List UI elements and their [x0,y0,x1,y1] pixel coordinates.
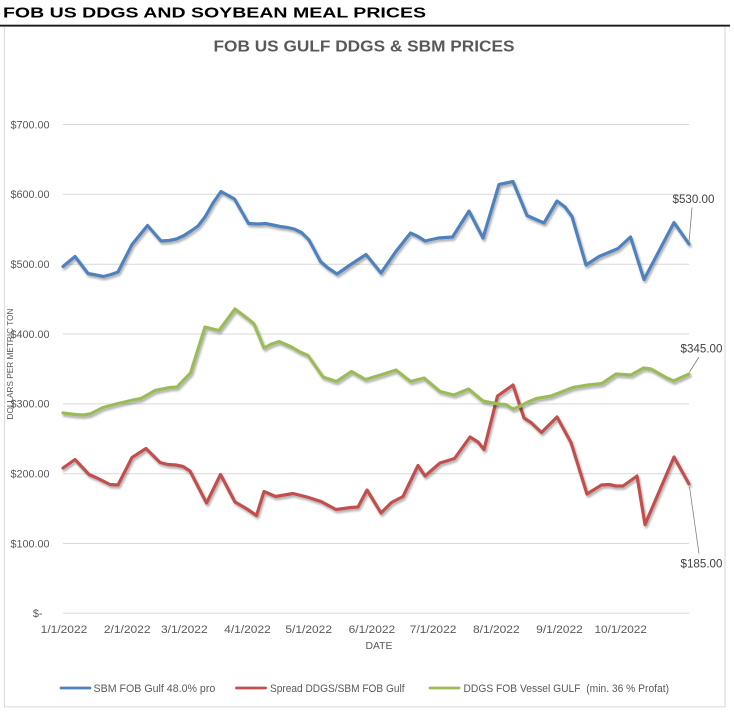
svg-text:DATE: DATE [366,641,393,652]
svg-text:DOLLARS PER METRIC TON: DOLLARS PER METRIC TON [5,309,15,420]
svg-text:2/1/2022: 2/1/2022 [104,624,151,636]
svg-text:Spread DDGS/SBM FOB Gulf: Spread DDGS/SBM FOB Gulf [270,683,405,695]
svg-text:6/1/2022: 6/1/2022 [349,624,396,636]
svg-text:$345.00: $345.00 [681,343,723,356]
svg-text:$500.00: $500.00 [10,259,49,271]
svg-text:5/1/2022: 5/1/2022 [285,624,332,636]
svg-text:10/1/2022: 10/1/2022 [595,624,647,636]
svg-text:$-: $- [33,608,43,620]
svg-text:$100.00: $100.00 [10,538,49,550]
svg-text:FOB US GULF DDGS & SBM PRICES: FOB US GULF DDGS & SBM PRICES [214,39,515,56]
svg-text:$200.00: $200.00 [10,469,49,481]
svg-text:7/1/2022: 7/1/2022 [410,624,457,636]
svg-text:8/1/2022: 8/1/2022 [473,624,520,636]
svg-text:$185.00: $185.00 [681,558,723,571]
svg-text:FOB US DDGS AND SOYBEAN MEAL P: FOB US DDGS AND SOYBEAN MEAL PRICES [3,6,426,22]
svg-text:$600.00: $600.00 [10,189,49,201]
svg-text:$300.00: $300.00 [10,399,49,411]
svg-text:DDGS FOB Vessel GULF (min. 36: DDGS FOB Vessel GULF (min. 36 % Profat) [464,683,670,695]
svg-text:$400.00: $400.00 [10,329,49,341]
svg-text:$530.00: $530.00 [673,193,715,206]
svg-text:$700.00: $700.00 [10,119,49,131]
svg-text:9/1/2022: 9/1/2022 [536,624,583,636]
svg-text:4/1/2022: 4/1/2022 [224,624,271,636]
svg-text:SBM FOB Gulf 48.0% pro: SBM FOB Gulf 48.0% pro [94,683,216,695]
svg-text:1/1/2022: 1/1/2022 [41,624,88,636]
svg-text:3/1/2022: 3/1/2022 [161,624,208,636]
